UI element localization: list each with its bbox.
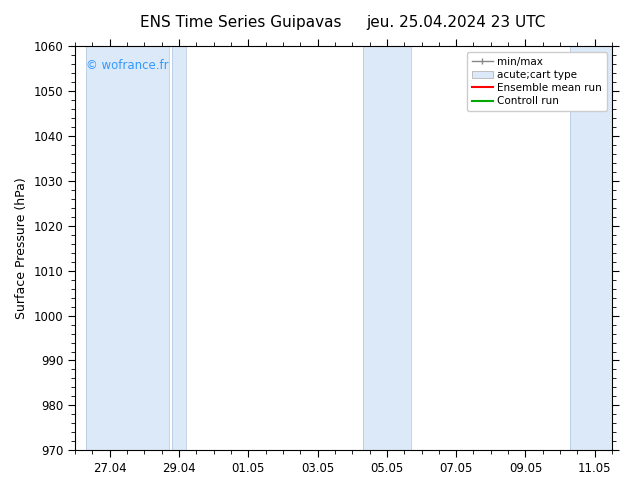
Text: jeu. 25.04.2024 23 UTC: jeu. 25.04.2024 23 UTC <box>367 15 546 30</box>
Bar <box>363 47 411 450</box>
Bar <box>172 47 186 450</box>
Y-axis label: Surface Pressure (hPa): Surface Pressure (hPa) <box>15 177 28 319</box>
Legend: min/max, acute;cart type, Ensemble mean run, Controll run: min/max, acute;cart type, Ensemble mean … <box>467 51 607 111</box>
Text: ENS Time Series Guipavas: ENS Time Series Guipavas <box>140 15 342 30</box>
Text: © wofrance.fr: © wofrance.fr <box>86 59 169 72</box>
Bar <box>571 47 612 450</box>
Bar <box>86 47 169 450</box>
